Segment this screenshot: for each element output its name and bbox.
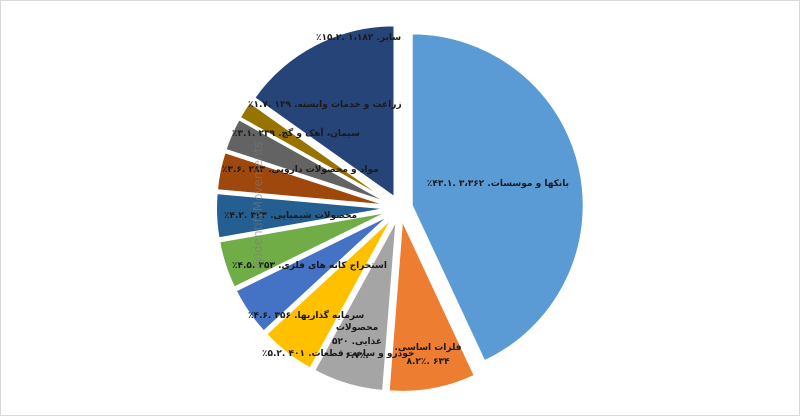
pie-slice-9 <box>224 117 390 205</box>
watermark-text: @IdentifyMovements <box>251 141 265 268</box>
pie-slice-2 <box>387 215 477 393</box>
pie-slice-1 <box>410 32 585 363</box>
pie-slice-4 <box>264 216 394 370</box>
pie-slice-8 <box>215 150 389 207</box>
pie-slice-3 <box>312 219 398 393</box>
slice-label-7: محصولات شیمیایی. ۳۲۳ .۴.۲٪ <box>224 211 357 221</box>
pie-slice-10 <box>238 100 391 203</box>
slice-label-5: سرمایه گذاریها. ۳۵۶ .۴.۶٪ <box>248 309 364 321</box>
pie-labels: بانکها و موسسات. ۳،۳۶۲ .۴۳.۱٪ فلزات اساسی… <box>222 33 569 367</box>
slice-label-4: خودرو و ساخت قطعات. ۴۰۱ .۵.۲٪ <box>262 349 414 359</box>
slice-label-10: زراعت و خدمات وابسته. ۱۳۹ .۱.۷٪ <box>248 100 402 110</box>
slice-label-3: محصولات غذایی. ۵۲۰.۶.۷٪ <box>332 323 382 361</box>
pie-slice-11 <box>252 24 396 200</box>
slice-label-9: سیمان، آهک و گچ. ۲۳۹ .۳.۱٪ <box>232 127 360 139</box>
slice-label-8: مواد و محصولات دارویی. ۲۸۳ .۳.۶٪ <box>222 165 379 175</box>
slice-label-6: استخراج کانه های فلزی. ۳۵۳ .۴.۵٪ <box>232 261 387 271</box>
slice-label-11: سایر. ۱،۱۸۲ .۱۵.۲٪ <box>316 33 401 43</box>
pie-slice-6 <box>218 210 390 289</box>
pie-slice-7 <box>215 192 389 240</box>
pie-slice-5 <box>234 213 391 333</box>
slice-label-1: بانکها و موسسات. ۳،۳۶۲ .۴۳.۱٪ <box>427 179 569 189</box>
pie-slices <box>215 24 585 393</box>
slice-label-2: فلزات اساسی. ۶۳۴ .۸.۲٪ <box>394 343 461 367</box>
